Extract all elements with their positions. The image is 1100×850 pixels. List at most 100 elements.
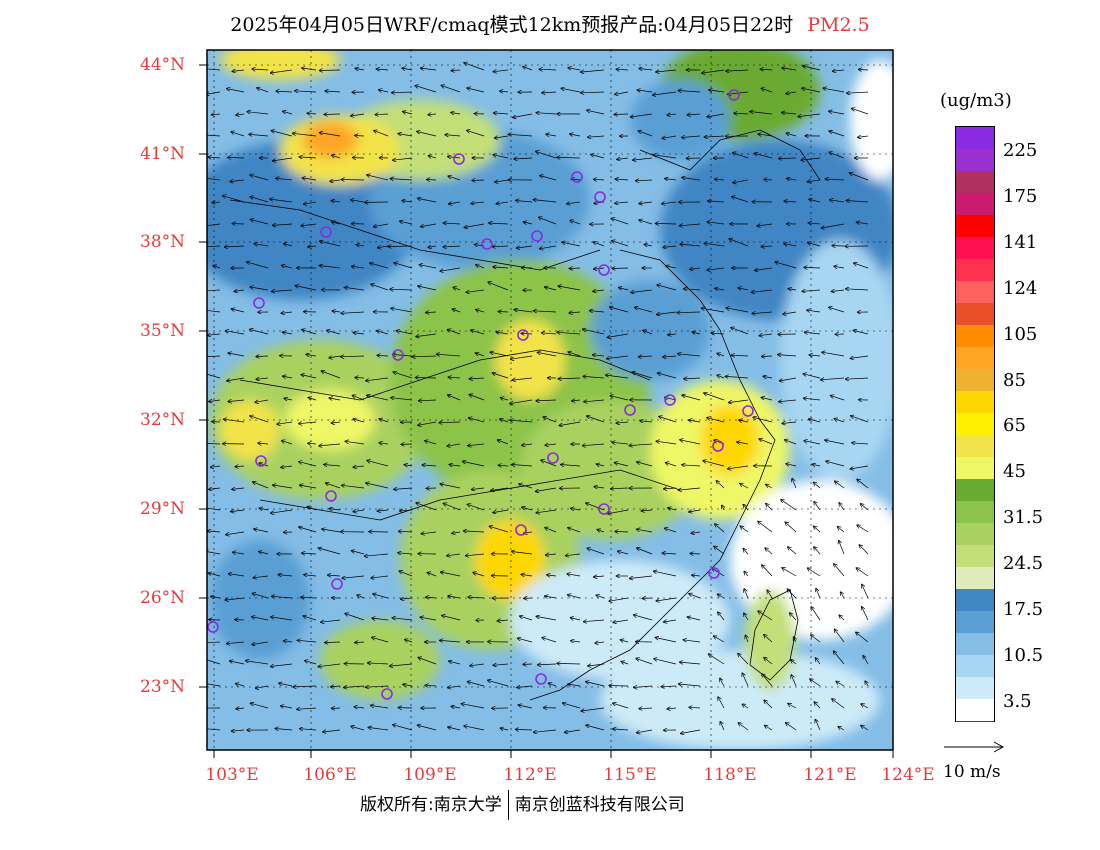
wind-arrow: [428, 156, 437, 158]
wind-arrow: [232, 224, 245, 225]
wind-arrow: [661, 686, 677, 687]
wind-arrow: [615, 179, 629, 180]
wind-arrow: [587, 110, 605, 115]
wind-arrow: [495, 180, 509, 182]
wind-arrow: [854, 263, 869, 269]
wind-arrow: [523, 664, 533, 665]
wind-arrow: [814, 547, 821, 555]
wind-arrow: [332, 708, 341, 709]
wind-arrow: [258, 443, 269, 444]
wind-arrow: [418, 198, 437, 203]
wind-arrow: [814, 502, 821, 511]
wind-arrow: [689, 594, 701, 599]
city-marker: [255, 455, 267, 467]
wind-arrow: [443, 223, 461, 224]
wind-arrow: [715, 288, 725, 290]
wind-arrow: [417, 132, 437, 137]
wind-arrow: [427, 180, 437, 181]
wind-arrow: [743, 505, 749, 511]
colorbar-label: 141: [1003, 232, 1038, 253]
wind-arrow: [401, 598, 413, 599]
wind-arrow: [273, 157, 293, 161]
wind-arrow: [846, 201, 869, 203]
wind-arrow: [619, 288, 629, 291]
wind-arrow: [761, 246, 773, 247]
wind-arrow: [345, 614, 365, 621]
wind-arrow: [344, 686, 365, 688]
wind-arrow: [643, 330, 653, 335]
wind-arrow: [538, 664, 557, 665]
wind-arrow: [419, 400, 437, 401]
wind-arrow: [559, 421, 581, 426]
wind-arrow: [764, 658, 773, 665]
wind-arrow: [856, 222, 869, 224]
wind-arrow: [277, 422, 293, 424]
credit-separator: [507, 790, 509, 820]
wind-arrow: [353, 466, 365, 467]
wind-arrow: [366, 377, 389, 381]
wind-arrow: [255, 400, 269, 402]
wind-arrow: [252, 641, 269, 645]
wind-arrow: [547, 575, 557, 576]
wind-arrow: [304, 575, 317, 576]
colorbar-segment: [956, 479, 994, 502]
wind-arrow: [354, 707, 365, 708]
wind-arrow: [570, 134, 581, 136]
wind-arrow: [301, 224, 317, 226]
wind-arrow: [838, 727, 845, 731]
wind-arrow: [689, 510, 701, 512]
wind-arrow: [565, 729, 581, 732]
wind-arrow: [811, 635, 821, 643]
wind-arrow: [328, 575, 341, 576]
wind-arrow: [665, 528, 677, 533]
wind-arrow: [737, 442, 749, 444]
wind-arrow: [726, 70, 749, 71]
wind-arrow: [717, 375, 725, 378]
wind-arrow: [400, 221, 413, 225]
wind-arrow: [612, 241, 629, 247]
wind-arrow: [211, 466, 221, 467]
wind-arrow: [470, 664, 485, 666]
wind-arrow: [536, 400, 557, 401]
wind-arrow: [522, 507, 533, 511]
wind-arrow: [275, 729, 293, 731]
wind-arrow: [764, 180, 773, 181]
wind-arrow: [472, 180, 485, 181]
wind-arrow: [279, 683, 293, 687]
wind-arrow: [355, 68, 365, 70]
wind-arrow: [853, 330, 869, 335]
wind-arrow: [449, 661, 461, 665]
wind-arrow: [273, 224, 293, 225]
wind-arrow: [569, 312, 581, 313]
wind-arrow: [508, 134, 533, 136]
colorbar-segment: [956, 171, 994, 194]
wind-arrow: [862, 584, 869, 599]
wind-arrow: [662, 553, 677, 554]
wind-arrow: [232, 70, 245, 71]
wind-arrow: [308, 246, 317, 247]
wind-arrow: [259, 508, 269, 510]
colorbar-label: 17.5: [1003, 599, 1044, 620]
wind-arrow: [657, 311, 677, 315]
wind-arrow: [613, 729, 629, 730]
wind-arrow: [653, 91, 677, 95]
wind-arrow: [557, 157, 581, 158]
wind-arrow: [615, 202, 629, 203]
wind-arrow: [519, 484, 533, 489]
wind-arrow: [448, 395, 461, 401]
wind-arrow: [252, 69, 269, 70]
wind-arrow: [536, 151, 557, 159]
wind-arrow: [784, 201, 797, 202]
wind-arrow: [325, 91, 341, 92]
city-marker: [742, 405, 754, 417]
title-text: 2025年04月05日WRF/cmaq模式12km预报产品:04月05日22时: [230, 14, 794, 36]
wind-arrow: [489, 223, 509, 224]
wind-arrow: [583, 376, 605, 378]
city-marker: [531, 230, 543, 242]
wind-arrow: [325, 642, 341, 643]
wind-arrow: [208, 157, 221, 158]
wind-arrow: [517, 686, 533, 688]
wind-arrow: [469, 418, 485, 423]
wind-arrow: [371, 705, 389, 709]
wind-arrow: [330, 180, 341, 181]
